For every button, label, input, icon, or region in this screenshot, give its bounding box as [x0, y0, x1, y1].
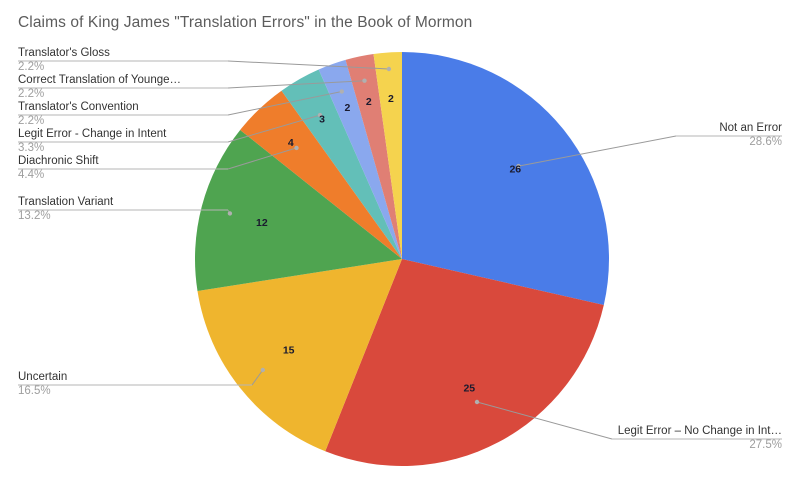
slice-label-legit-error-no-change-in-intent[interactable]: Legit Error – No Change in Int… 27.5%	[502, 424, 782, 452]
slice-value-label: 15	[283, 344, 295, 356]
slice-label-name: Translator's Gloss	[18, 47, 110, 59]
slice-value-label: 26	[509, 164, 521, 176]
slice-label-percent: 3.3%	[18, 142, 45, 154]
slice-label-percent: 4.4%	[18, 169, 45, 181]
slice-label-diachronic-shift[interactable]: Diachronic Shift 4.4%	[18, 154, 228, 182]
pie-slice[interactable]	[194, 129, 402, 292]
pie-slice[interactable]	[402, 52, 609, 306]
slice-label-name: Diachronic Shift	[18, 155, 99, 167]
leader-anchor-dot	[386, 66, 392, 72]
slice-label-percent: 27.5%	[749, 439, 782, 451]
leader-anchor-dot	[227, 211, 233, 216]
slice-label-percent: 2.2%	[18, 115, 45, 127]
slice-value-label: 12	[256, 217, 268, 229]
pie-slice[interactable]	[281, 69, 402, 259]
leader-line	[518, 135, 677, 167]
leader-anchor-dot	[339, 89, 344, 94]
leader-line	[227, 114, 321, 143]
slice-label-percent: 2.2%	[18, 88, 45, 100]
slice-label-name: Legit Error – No Change in Int…	[617, 425, 782, 437]
leader-line	[227, 91, 342, 116]
slice-label-name: Uncertain	[18, 371, 68, 383]
slice-label-name: Translator's Convention	[18, 101, 139, 113]
pie-slice[interactable]	[318, 59, 402, 260]
slice-label-percent: 28.6%	[749, 136, 782, 148]
slice-label-name: Correct Translation of Younge…	[18, 74, 182, 86]
slice-value-group: 26 25 15 12 4 3 2 2 2	[256, 93, 521, 394]
leader-anchor-dot	[317, 112, 323, 118]
label-underline-group	[18, 60, 782, 440]
pie-slice[interactable]	[325, 259, 604, 466]
slice-label-translators-gloss[interactable]: Translator's Gloss 2.2%	[18, 46, 228, 74]
slice-value-label: 4	[288, 137, 294, 149]
slice-label-percent: 13.2%	[18, 210, 51, 222]
slice-value-label: 2	[366, 96, 372, 108]
pie-slice[interactable]	[240, 90, 402, 259]
leader-line	[476, 401, 613, 440]
slice-label-name: Not an Error	[719, 122, 782, 134]
slice-label-translators-convention[interactable]: Translator's Convention 2.2%	[18, 100, 228, 128]
leader-line	[227, 60, 389, 70]
slice-value-label: 25	[463, 382, 475, 394]
leader-line	[251, 369, 264, 386]
slice-label-correct-translation-of-younger[interactable]: Correct Translation of Younge… 2.2%	[18, 73, 228, 101]
leader-anchor-dot	[362, 78, 367, 83]
slice-label-translation-variant[interactable]: Translation Variant 13.2%	[18, 195, 228, 223]
leader-anchor-dot	[516, 163, 521, 169]
slice-value-label: 2	[388, 93, 394, 105]
leader-anchor-dot	[294, 145, 299, 151]
slice-label-uncertain[interactable]: Uncertain 16.5%	[18, 370, 228, 398]
slice-label-legit-error-change-in-intent[interactable]: Legit Error - Change in Intent 3.3%	[18, 127, 228, 155]
slice-label-name: Legit Error - Change in Intent	[18, 128, 167, 140]
pie-slice[interactable]	[197, 259, 402, 452]
pie-slice[interactable]	[373, 52, 402, 259]
leader-anchor-dot	[260, 367, 265, 373]
slice-label-percent: 16.5%	[18, 385, 51, 397]
slice-label-not-an-error[interactable]: Not an Error 28.6%	[532, 121, 782, 149]
leader-line	[227, 80, 365, 89]
leader-anchor-dot	[474, 399, 480, 405]
slice-label-percent: 2.2%	[18, 61, 45, 73]
chart-title: Claims of King James "Translation Errors…	[18, 14, 473, 31]
pie-slice-group	[194, 52, 609, 466]
slice-label-name: Translation Variant	[18, 196, 114, 208]
pie-slice[interactable]	[345, 53, 402, 259]
slice-value-label: 2	[344, 102, 350, 114]
leader-line-group	[227, 60, 677, 440]
slice-value-label: 3	[319, 114, 325, 126]
leader-line	[227, 147, 297, 170]
